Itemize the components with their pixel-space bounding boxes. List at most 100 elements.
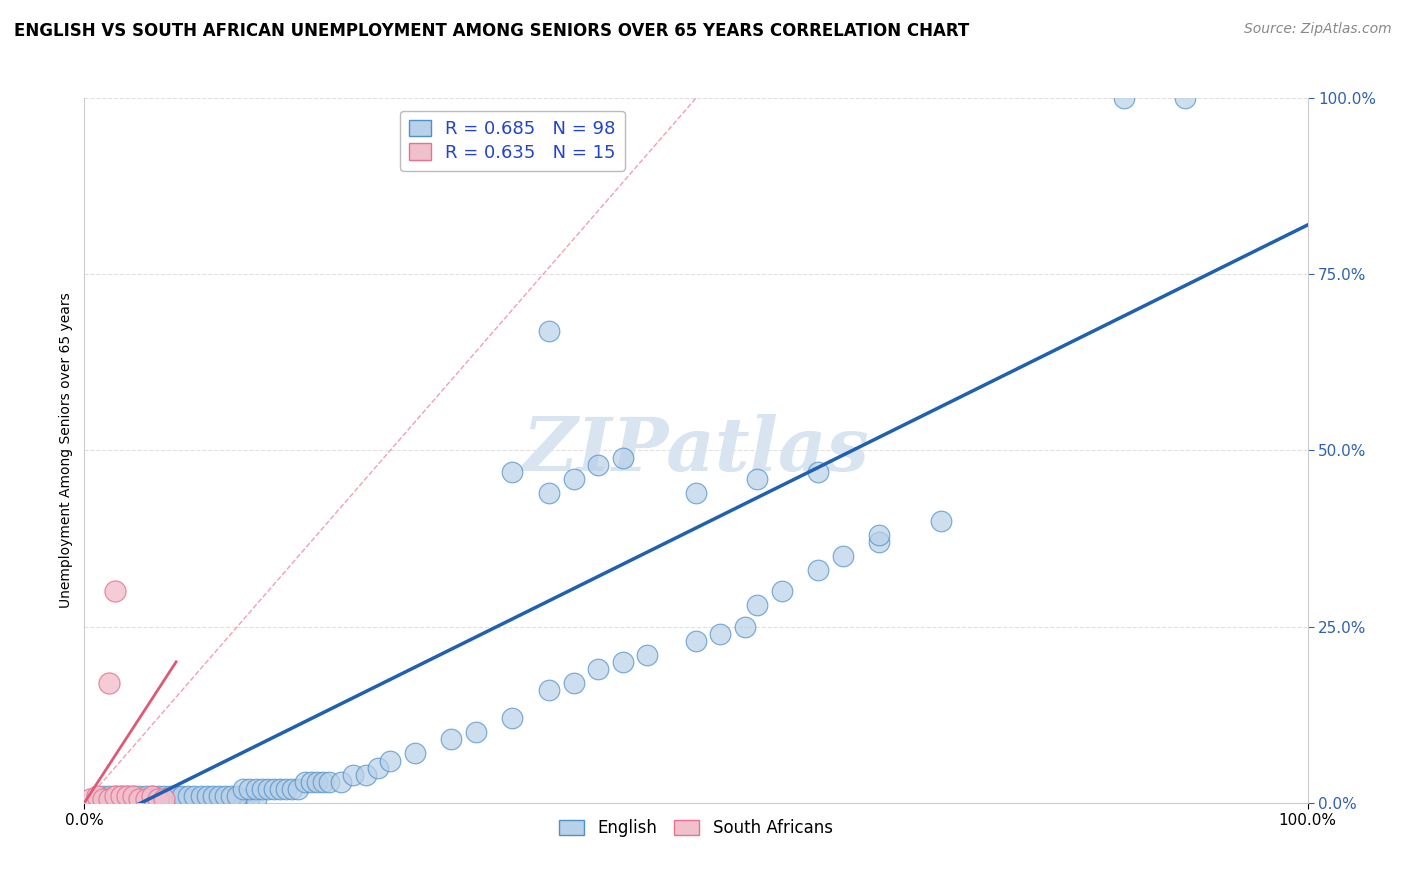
Point (770, 584, 793, 599)
Point (135, 792, 157, 806)
Point (502, 465, 524, 479)
Point (281, 781, 304, 796)
Point (232, 781, 254, 796)
Point (380, 754, 402, 768)
Point (586, 458, 609, 472)
Point (367, 760, 389, 774)
Point (97, 792, 120, 806)
Point (141, 789, 163, 803)
Point (128, 792, 150, 806)
Point (685, 633, 707, 648)
Point (538, 324, 561, 338)
Point (190, 792, 212, 806)
Point (245, 781, 267, 796)
Point (91, 789, 114, 803)
Point (219, 789, 242, 803)
Point (250, 781, 273, 796)
Point (342, 767, 364, 781)
Point (153, 789, 176, 803)
Point (709, 626, 731, 640)
Point (177, 789, 200, 803)
Point (929, 514, 952, 528)
Point (153, 792, 176, 806)
Point (122, 789, 145, 803)
Point (128, 789, 150, 803)
Point (183, 789, 205, 803)
Point (404, 747, 426, 761)
Point (245, 792, 267, 806)
Point (115, 789, 138, 803)
Point (1114, 91, 1136, 105)
Point (159, 789, 181, 803)
Point (146, 789, 169, 803)
Point (232, 792, 254, 806)
Point (104, 789, 127, 803)
Point (269, 781, 291, 796)
Point (305, 774, 328, 789)
Point (464, 725, 486, 739)
Point (159, 792, 181, 806)
Point (562, 676, 585, 690)
Point (612, 655, 634, 669)
Point (294, 774, 316, 789)
Point (502, 711, 524, 725)
Point (562, 472, 585, 486)
Point (190, 789, 212, 803)
Point (201, 789, 224, 803)
Point (115, 789, 138, 803)
Point (115, 792, 138, 806)
Point (330, 774, 353, 789)
Point (831, 549, 853, 564)
Point (97, 676, 120, 690)
Point (807, 465, 830, 479)
Point (636, 648, 658, 662)
Point (141, 792, 163, 806)
Point (747, 599, 769, 613)
Point (586, 662, 609, 676)
Point (79, 792, 101, 806)
Point (354, 767, 377, 781)
Point (91, 792, 114, 806)
Point (287, 781, 309, 796)
Point (226, 792, 249, 806)
Point (807, 563, 830, 577)
Text: ENGLISH VS SOUTH AFRICAN UNEMPLOYMENT AMONG SENIORS OVER 65 YEARS CORRELATION CH: ENGLISH VS SOUTH AFRICAN UNEMPLOYMENT AM… (14, 22, 969, 40)
Point (165, 792, 187, 806)
Point (538, 683, 561, 698)
Point (110, 789, 132, 803)
Point (538, 485, 561, 500)
Point (208, 792, 231, 806)
Point (172, 792, 194, 806)
Point (172, 789, 194, 803)
Text: Source: ZipAtlas.com: Source: ZipAtlas.com (1244, 22, 1392, 37)
Point (263, 781, 285, 796)
Point (238, 781, 260, 796)
Point (177, 792, 200, 806)
Point (135, 792, 157, 806)
Point (226, 789, 249, 803)
Point (734, 619, 756, 633)
Point (869, 528, 891, 542)
Point (747, 472, 769, 486)
Point (201, 792, 224, 806)
Point (153, 792, 176, 806)
Point (165, 789, 187, 803)
Point (97, 792, 120, 806)
Point (238, 792, 260, 806)
Point (318, 774, 340, 789)
Y-axis label: Unemployment Among Seniors over 65 years: Unemployment Among Seniors over 65 years (59, 293, 73, 608)
Point (257, 781, 280, 796)
Point (195, 792, 218, 806)
Point (440, 732, 463, 747)
Point (1174, 91, 1197, 105)
Point (685, 485, 707, 500)
Point (214, 792, 236, 806)
Point (128, 792, 150, 806)
Point (122, 789, 145, 803)
Point (869, 535, 891, 549)
Point (141, 789, 163, 803)
Point (312, 774, 335, 789)
Point (104, 792, 127, 806)
Point (135, 789, 157, 803)
Point (208, 789, 231, 803)
